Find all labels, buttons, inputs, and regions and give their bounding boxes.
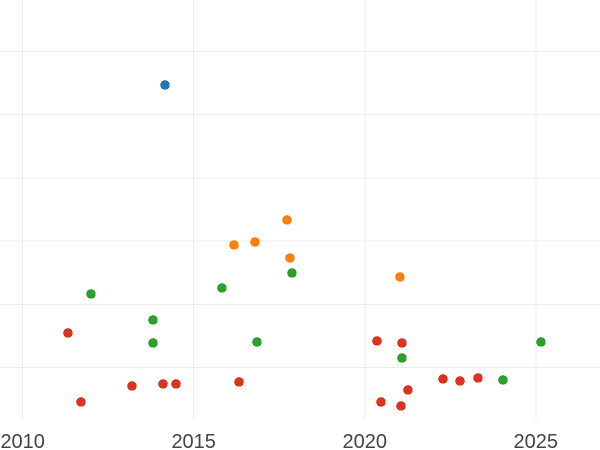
- svg-text:2020: 2020: [343, 431, 388, 450]
- svg-text:2025: 2025: [514, 431, 559, 450]
- svg-text:2015: 2015: [171, 431, 216, 450]
- svg-text:2010: 2010: [0, 431, 45, 450]
